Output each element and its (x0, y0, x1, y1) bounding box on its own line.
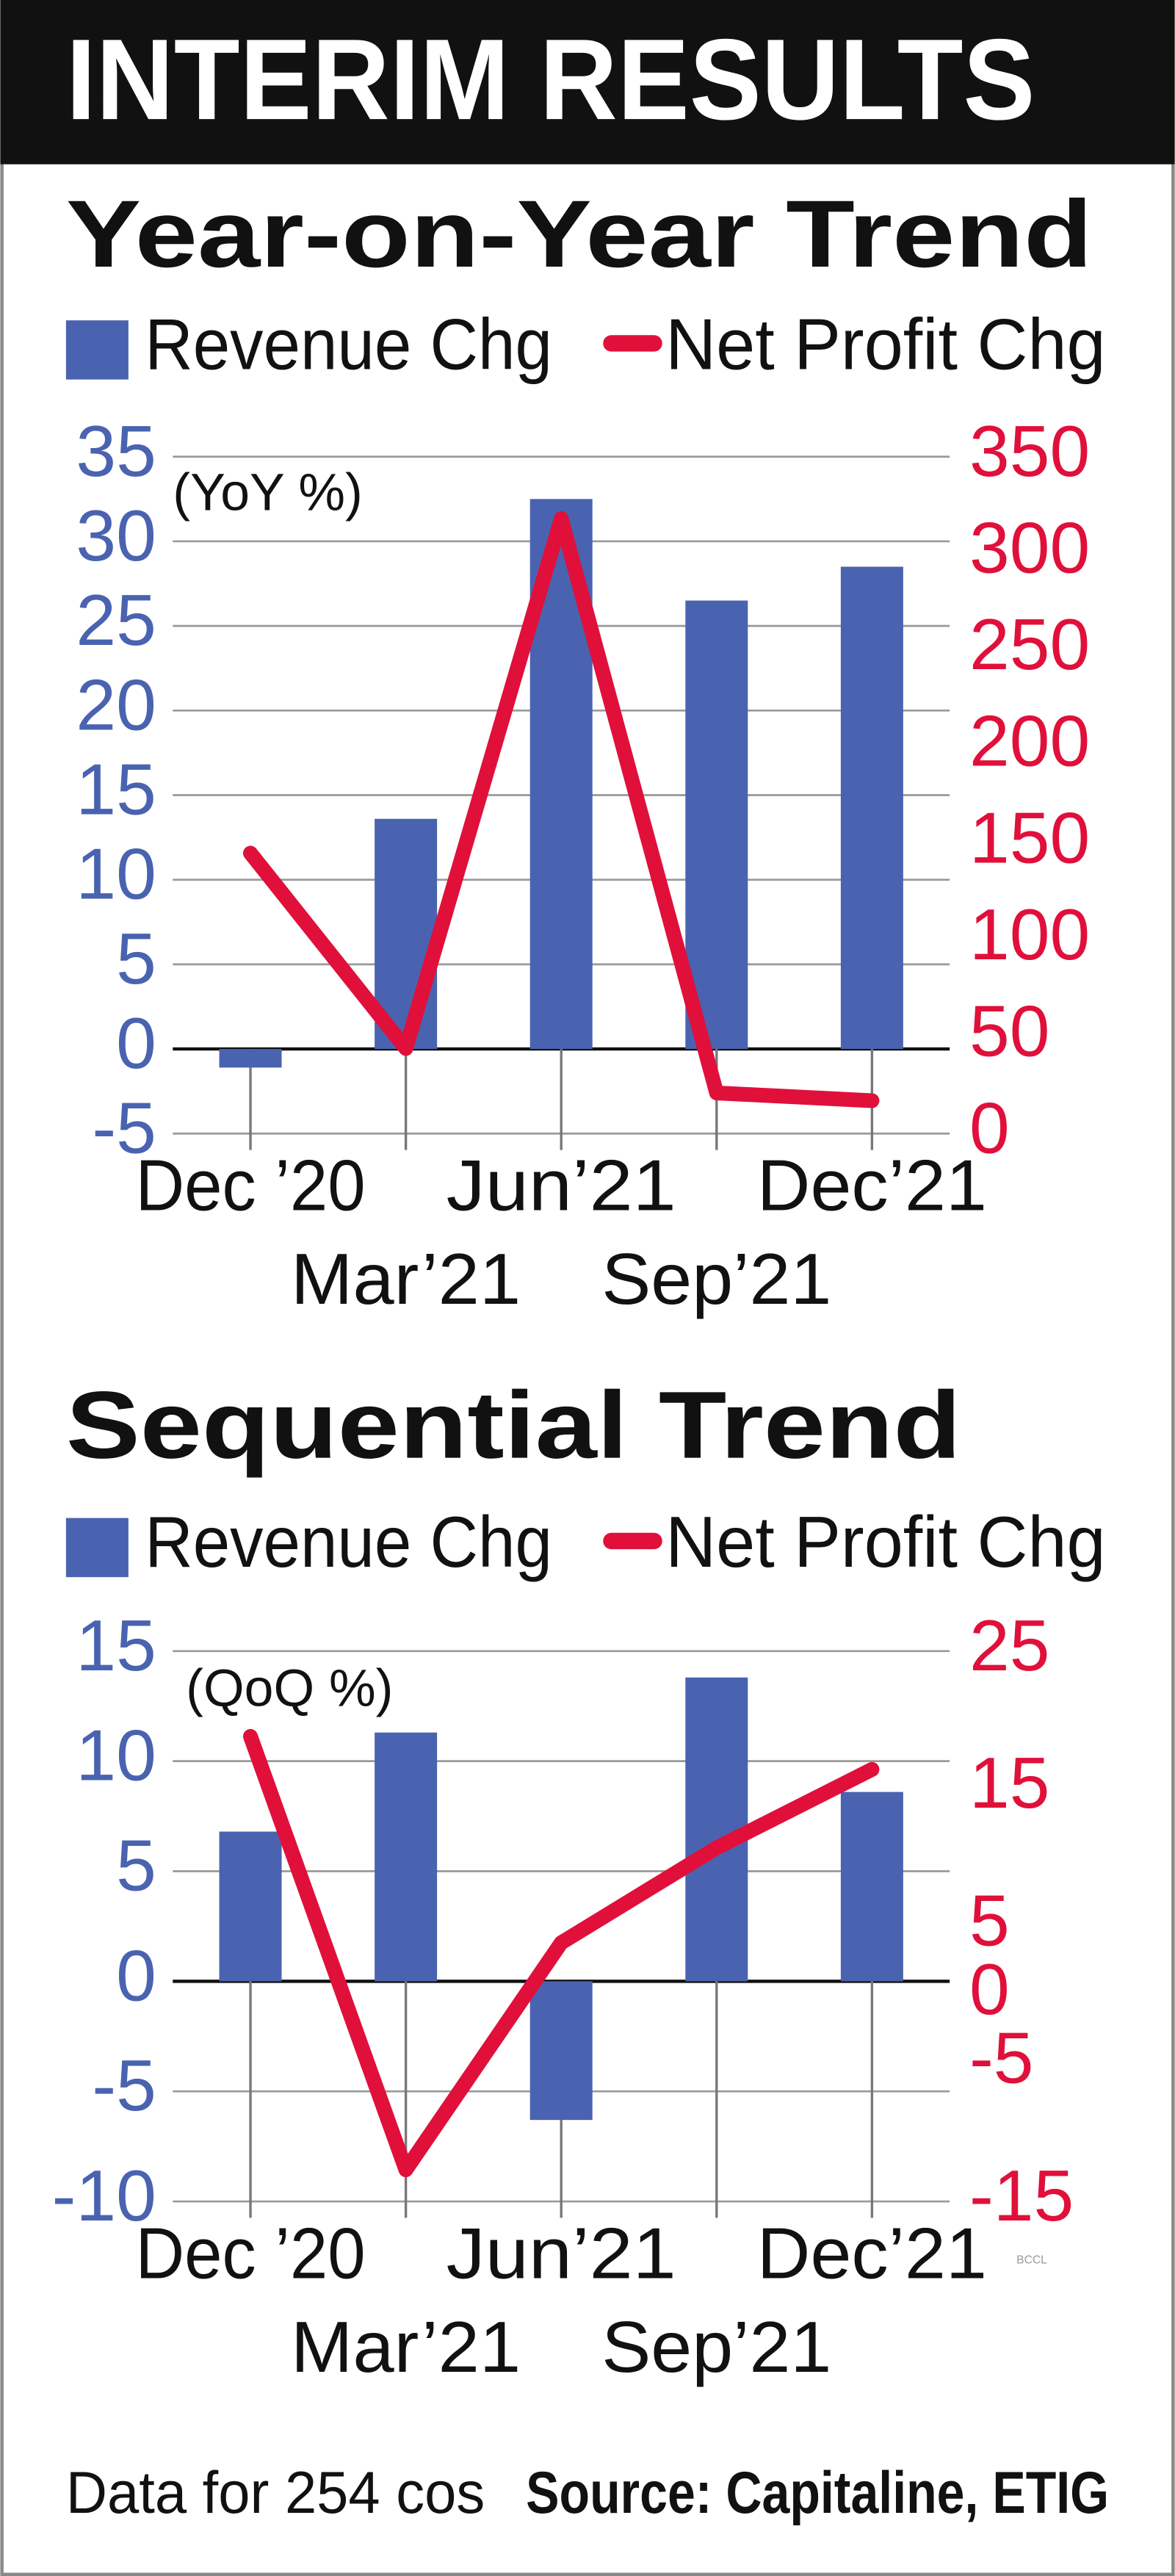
legend-label: Net Profit Chg (665, 303, 1105, 384)
bar (375, 1732, 438, 1982)
legend-label: Revenue Chg (145, 1501, 552, 1582)
x-tick-label: Jun’21 (446, 2212, 676, 2293)
y-tick-label: 10 (76, 1715, 156, 1796)
x-tick-label: Dec’21 (757, 1145, 987, 1226)
y2-tick-label: 0 (969, 1949, 1010, 2030)
bar (840, 1792, 903, 1982)
bar (219, 1049, 282, 1068)
y-tick-label: -5 (92, 2045, 156, 2126)
y2-tick-label: 25 (969, 1605, 1049, 1686)
bar (840, 566, 903, 1050)
header-band (0, 0, 1175, 165)
y2-tick-label: 200 (969, 701, 1090, 782)
chart-subtitle: (YoY %) (173, 463, 363, 522)
chart-subtitle: (QoQ %) (186, 1659, 393, 1718)
header-title: INTERIM RESULTS (66, 15, 1035, 144)
footer-note: Data for 254 cos (66, 2460, 485, 2526)
y-tick-label: -10 (52, 2155, 156, 2236)
y-tick-label: 10 (76, 834, 156, 914)
y-tick-label: 5 (116, 918, 156, 999)
y-tick-label: -5 (92, 1087, 156, 1168)
x-tick-label: Dec ’20 (135, 1145, 365, 1226)
y2-tick-label: 150 (969, 797, 1090, 878)
bar (529, 1981, 593, 2121)
x-tick-label: Mar’21 (291, 1238, 521, 1319)
x-tick-label: Mar’21 (291, 2306, 521, 2387)
y2-tick-label: 0 (969, 1087, 1010, 1168)
chart-title: Sequential Trend (66, 1373, 961, 1479)
y-tick-label: 30 (76, 495, 156, 576)
y2-tick-label: 100 (969, 894, 1090, 975)
y2-tick-label: 300 (969, 507, 1090, 588)
y2-tick-label: 350 (969, 411, 1090, 491)
footer-source: Source: Capitaline, ETIG (526, 2460, 1109, 2526)
y-tick-label: 35 (76, 411, 156, 491)
legend-label: Revenue Chg (145, 303, 552, 384)
y2-tick-label: 50 (969, 991, 1049, 1072)
x-tick-label: Sep’21 (601, 1238, 831, 1319)
x-tick-label: Jun’21 (446, 1145, 676, 1226)
y2-tick-label: 15 (969, 1742, 1049, 1823)
bar (219, 1831, 282, 1982)
y-tick-label: 15 (76, 1605, 156, 1686)
x-tick-label: Dec’21 (757, 2212, 987, 2293)
y2-tick-label: 5 (969, 1880, 1010, 1960)
y2-tick-label: 250 (969, 604, 1090, 685)
line (242, 1728, 880, 2178)
y-tick-label: 0 (116, 1003, 156, 1083)
y-tick-label: 15 (76, 749, 156, 830)
y2-tick-label: -5 (969, 2018, 1034, 2099)
legend-swatch (65, 320, 129, 380)
y-tick-label: 20 (76, 664, 156, 745)
bar (685, 600, 748, 1050)
x-tick-label: Sep’21 (601, 2306, 831, 2387)
legend-swatch (65, 1518, 129, 1578)
watermark: BCCL (1016, 2254, 1047, 2267)
line (242, 510, 880, 1108)
y-tick-label: 5 (116, 1825, 156, 1905)
legend-label: Net Profit Chg (665, 1501, 1105, 1582)
x-tick-label: Dec ’20 (135, 2212, 365, 2293)
y-tick-label: 0 (116, 1935, 156, 2016)
y-tick-label: 25 (76, 580, 156, 660)
y2-tick-label: -15 (969, 2155, 1074, 2236)
chart-title: Year-on-Year Trend (66, 181, 1093, 287)
